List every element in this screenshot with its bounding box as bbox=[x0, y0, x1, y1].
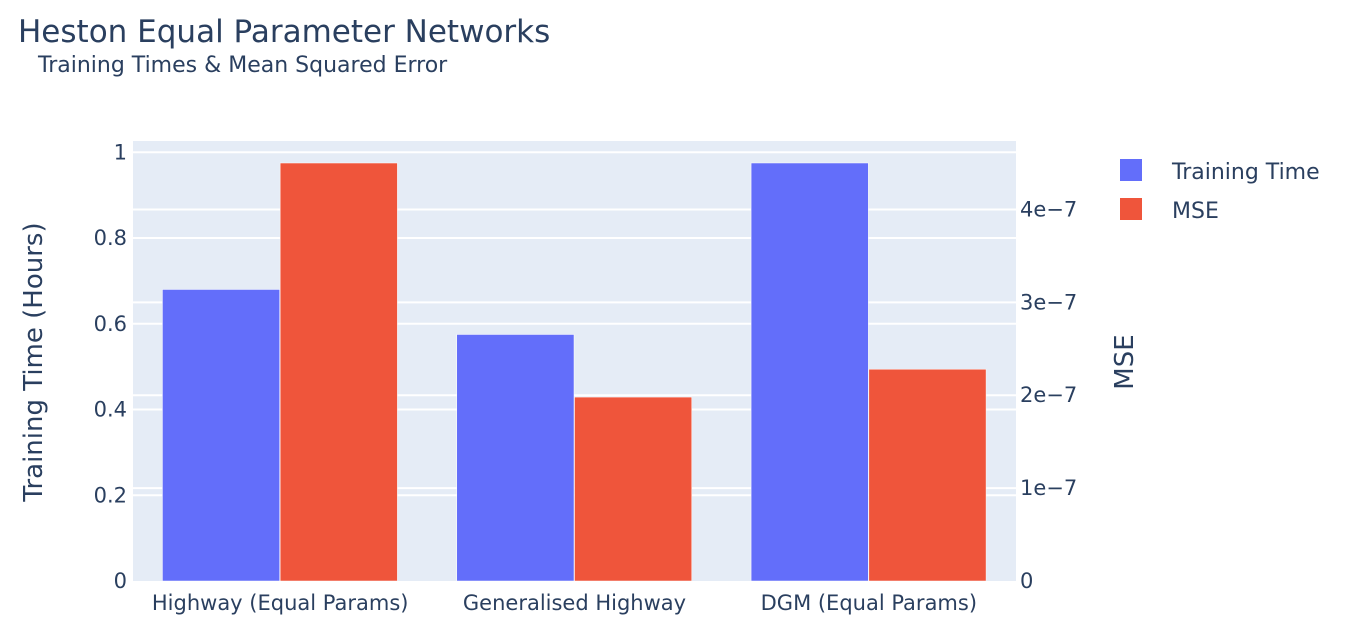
left-axis-title: Training Time (Hours) bbox=[19, 222, 49, 502]
chart-subtitle: Training Times & Mean Squared Error bbox=[37, 53, 448, 78]
left-axis-ticks: 0 0.2 0.4 0.6 0.8 1 bbox=[94, 140, 127, 593]
bar-mse bbox=[868, 368, 987, 582]
x-axis-ticks: Highway (Equal Params) Generalised Highwa… bbox=[152, 591, 977, 615]
bar-training-time bbox=[750, 162, 869, 582]
right-tick-label: 4e−7 bbox=[1020, 197, 1077, 221]
right-tick-label: 2e−7 bbox=[1020, 383, 1077, 407]
bars-layer bbox=[162, 162, 987, 582]
x-tick-label: DGM (Equal Params) bbox=[761, 591, 977, 615]
legend: Training Time MSE bbox=[1120, 159, 1320, 224]
left-tick-label: 0.2 bbox=[94, 483, 127, 507]
legend-swatch bbox=[1120, 159, 1142, 181]
left-tick-label: 1 bbox=[114, 140, 127, 164]
right-axis-title: MSE bbox=[1110, 334, 1140, 389]
left-tick-label: 0 bbox=[114, 569, 127, 593]
legend-swatch bbox=[1120, 198, 1142, 220]
right-axis-ticks: 0 1e−7 2e−7 3e−7 4e−7 bbox=[1020, 197, 1077, 593]
legend-label: Training Time bbox=[1171, 160, 1320, 185]
x-tick-label: Highway (Equal Params) bbox=[152, 591, 409, 615]
legend-label: MSE bbox=[1172, 199, 1219, 224]
right-tick-label: 3e−7 bbox=[1020, 290, 1077, 314]
left-tick-label: 0.4 bbox=[94, 398, 127, 422]
x-tick-label: Generalised Highway bbox=[463, 591, 686, 615]
chart-title: Heston Equal Parameter Networks bbox=[18, 14, 550, 50]
bar-training-time bbox=[162, 289, 280, 582]
bar-mse bbox=[279, 162, 398, 582]
left-tick-label: 0.8 bbox=[94, 226, 127, 250]
bar-mse bbox=[574, 396, 692, 582]
right-tick-label: 0 bbox=[1020, 569, 1033, 593]
bar-training-time bbox=[456, 334, 575, 582]
left-tick-label: 0.6 bbox=[94, 312, 127, 336]
right-tick-label: 1e−7 bbox=[1020, 476, 1077, 500]
